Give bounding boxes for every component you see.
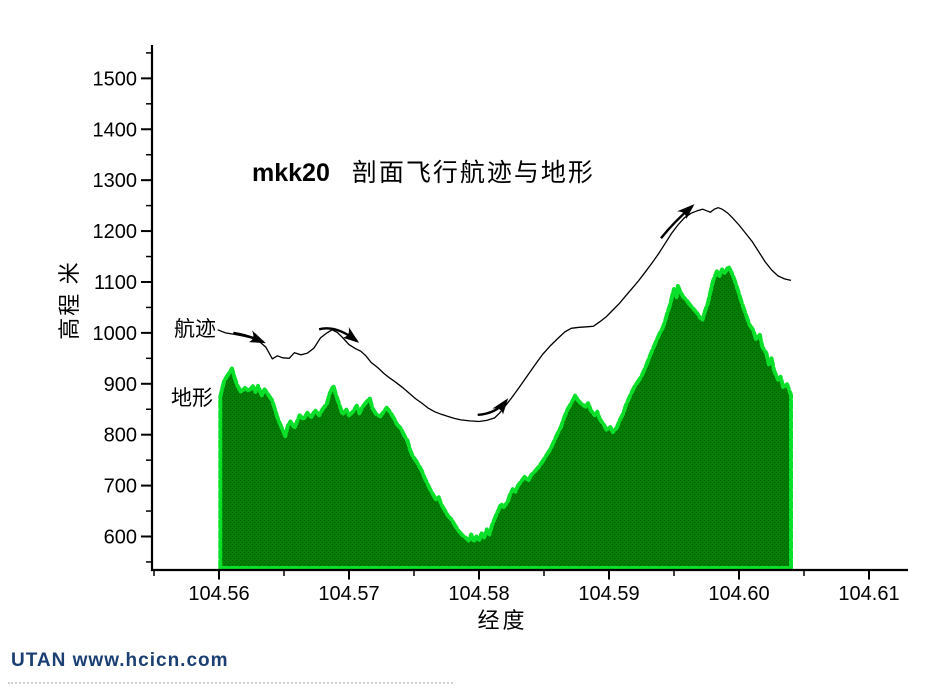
chart-canvas: 600 700 800 900 1000 1100 1200 1300 1400 1500 104.… — [93, 45, 908, 605]
watermark-text: UTAN www.hcicn.com — [11, 650, 229, 671]
svg-text:104.56: 104.56 — [188, 583, 249, 605]
footer-divider — [8, 682, 453, 684]
svg-text:1400: 1400 — [93, 119, 138, 141]
svg-text:104.60: 104.60 — [708, 583, 769, 605]
svg-text:104.59: 104.59 — [578, 583, 639, 605]
svg-text:900: 900 — [104, 374, 137, 396]
svg-text:1300: 1300 — [93, 170, 138, 192]
svg-text:800: 800 — [104, 425, 137, 447]
svg-text:700: 700 — [104, 476, 137, 498]
svg-text:104.61: 104.61 — [838, 583, 899, 605]
svg-text:600: 600 — [104, 527, 137, 549]
y-axis-title: 高程 米 — [57, 260, 82, 340]
svg-text:104.57: 104.57 — [318, 583, 379, 605]
watermark: UTAN www.hcicn.com — [11, 650, 229, 672]
x-axis-title: 经度 — [477, 608, 528, 633]
chart-title-text: 剖面飞行航迹与地形 — [351, 160, 595, 187]
svg-text:1000: 1000 — [93, 323, 138, 345]
svg-text:104.58: 104.58 — [448, 583, 509, 605]
chart-title: mkk20 剖面飞行航迹与地形 — [252, 153, 595, 189]
series-label-trajectory: 航迹 — [174, 317, 216, 341]
svg-text:1100: 1100 — [94, 272, 137, 294]
series-label-terrain: 地形 — [171, 386, 213, 410]
svg-text:1200: 1200 — [93, 221, 138, 243]
svg-text:1500: 1500 — [93, 68, 138, 90]
chart-title-prefix: mkk20 — [252, 159, 330, 187]
